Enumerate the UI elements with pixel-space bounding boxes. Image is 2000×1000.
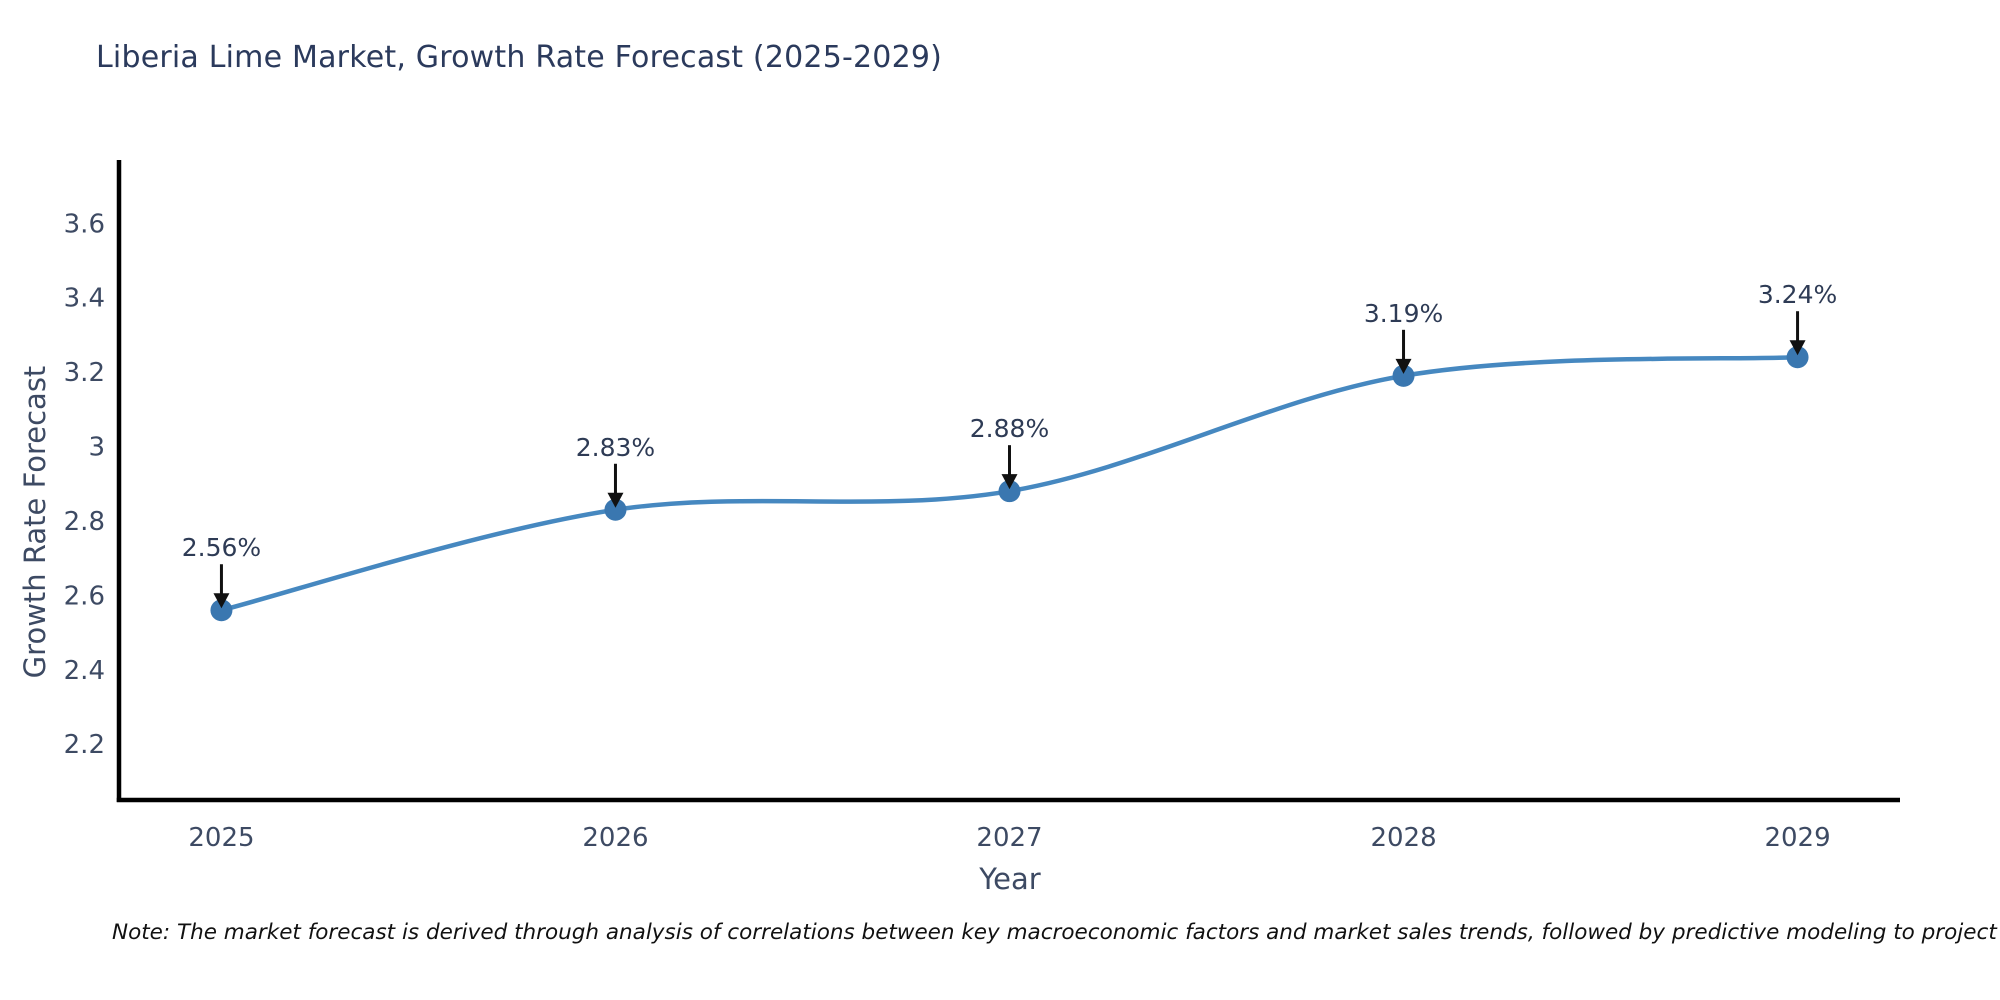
y-tick-label: 2.8: [64, 507, 105, 537]
data-point-2027: [998, 480, 1021, 503]
y-tick-label: 2.6: [64, 581, 105, 611]
x-tick-label: 2029: [1764, 823, 1830, 853]
annotation-value-label: 3.19%: [1364, 299, 1443, 328]
annotation-value-label: 3.24%: [1758, 280, 1837, 309]
x-tick-label: 2028: [1370, 823, 1436, 853]
data-point-2026: [604, 498, 627, 521]
y-tick-label: 2.2: [64, 730, 105, 760]
x-axis-title: Year: [979, 862, 1041, 896]
x-tick-label: 2027: [976, 823, 1042, 853]
y-tick-label: 3.2: [64, 358, 105, 388]
y-tick-label: 3: [88, 433, 105, 463]
chart-title: Liberia Lime Market, Growth Rate Forecas…: [96, 40, 943, 75]
data-point-2028: [1392, 364, 1415, 387]
y-tick-label: 3.4: [64, 284, 105, 314]
annotation-arrowhead-icon: [607, 492, 624, 508]
chart-footnote: Note: The market forecast is derived thr…: [112, 920, 2000, 945]
y-tick-label: 2.4: [64, 656, 105, 686]
annotation-arrowhead-icon: [213, 593, 230, 609]
annotation-value-label: 2.88%: [970, 414, 1049, 443]
annotation-value-label: 2.56%: [182, 533, 261, 562]
data-point-2029: [1786, 346, 1809, 369]
data-point-2025: [210, 599, 233, 622]
annotation-value-label: 2.83%: [576, 433, 655, 462]
y-tick-label: 3.6: [64, 209, 105, 239]
annotation-arrowhead-icon: [1001, 474, 1018, 490]
x-tick-label: 2025: [188, 823, 254, 853]
x-tick-label: 2026: [582, 823, 648, 853]
annotation-arrowhead-icon: [1789, 340, 1806, 356]
annotation-arrowhead-icon: [1395, 358, 1412, 374]
